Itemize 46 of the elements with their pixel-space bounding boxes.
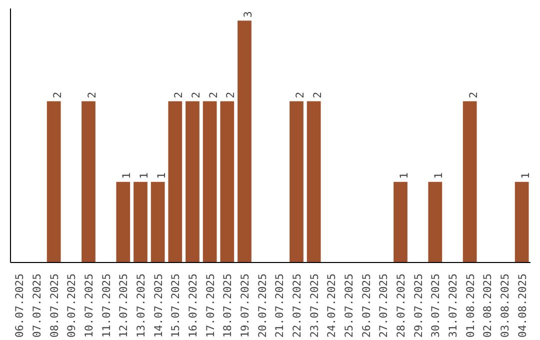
data-label: 2: [86, 92, 98, 98]
x-tick-label: 15.07.2025: [169, 274, 182, 338]
data-label: 2: [172, 92, 186, 98]
x-tick-label: 13.07.2025: [134, 274, 148, 338]
data-label: 1: [138, 172, 150, 179]
data-label: 1: [154, 172, 168, 179]
data-label: 3: [242, 11, 254, 18]
x-tick-label: 01.08.2025: [464, 274, 477, 338]
x-tick-label: 12.07.2025: [117, 274, 130, 338]
data-label: 1: [398, 172, 410, 179]
data-label: 2: [466, 92, 480, 98]
x-tick-label: 09.07.2025: [65, 274, 78, 338]
x-tick-label: 17.07.2025: [204, 274, 217, 338]
x-tick-label: 16.07.2025: [186, 274, 200, 338]
data-label: 1: [518, 172, 532, 179]
x-tick-label: 02.08.2025: [481, 274, 494, 338]
x-tick-label: 31.07.2025: [446, 274, 460, 338]
x-tick-label: 18.07.2025: [221, 274, 234, 338]
x-tick-label: 24.07.2025: [325, 274, 338, 338]
data-label: 2: [206, 92, 220, 98]
x-tick-label: 14.07.2025: [152, 274, 165, 338]
x-tick-label: 29.07.2025: [412, 274, 425, 338]
x-tick-label: 28.07.2025: [394, 274, 408, 338]
x-tick-label: 23.07.2025: [308, 274, 321, 338]
data-label: 2: [190, 92, 202, 98]
x-tick-label: 06.07.2025: [13, 274, 26, 338]
data-label: 1: [120, 172, 134, 179]
x-tick-label: 07.07.2025: [30, 274, 44, 338]
x-tick-label: 03.08.2025: [498, 274, 512, 338]
x-tick-label: 26.07.2025: [360, 274, 373, 338]
data-label: 1: [432, 172, 446, 179]
data-label: 2: [294, 92, 306, 98]
data-label: 2: [50, 92, 64, 98]
x-tick-label: 30.07.2025: [429, 274, 442, 338]
data-label: 2: [224, 92, 238, 98]
data-label: 2: [310, 92, 324, 98]
x-tick-label: 10.07.2025: [82, 274, 96, 338]
x-tick-label: 20.07.2025: [256, 274, 269, 338]
x-tick-label: 11.07.2025: [100, 274, 113, 338]
x-tick-label: 22.07.2025: [290, 274, 304, 338]
x-tick-label: 19.07.2025: [238, 274, 252, 338]
x-tick-label: 08.07.2025: [48, 274, 61, 338]
x-tick-label: 27.07.2025: [377, 274, 390, 338]
x-tick-label: 25.07.2025: [342, 274, 356, 338]
x-tick-label: 04.08.2025: [516, 274, 529, 338]
x-tick-label: 21.07.2025: [273, 274, 286, 338]
